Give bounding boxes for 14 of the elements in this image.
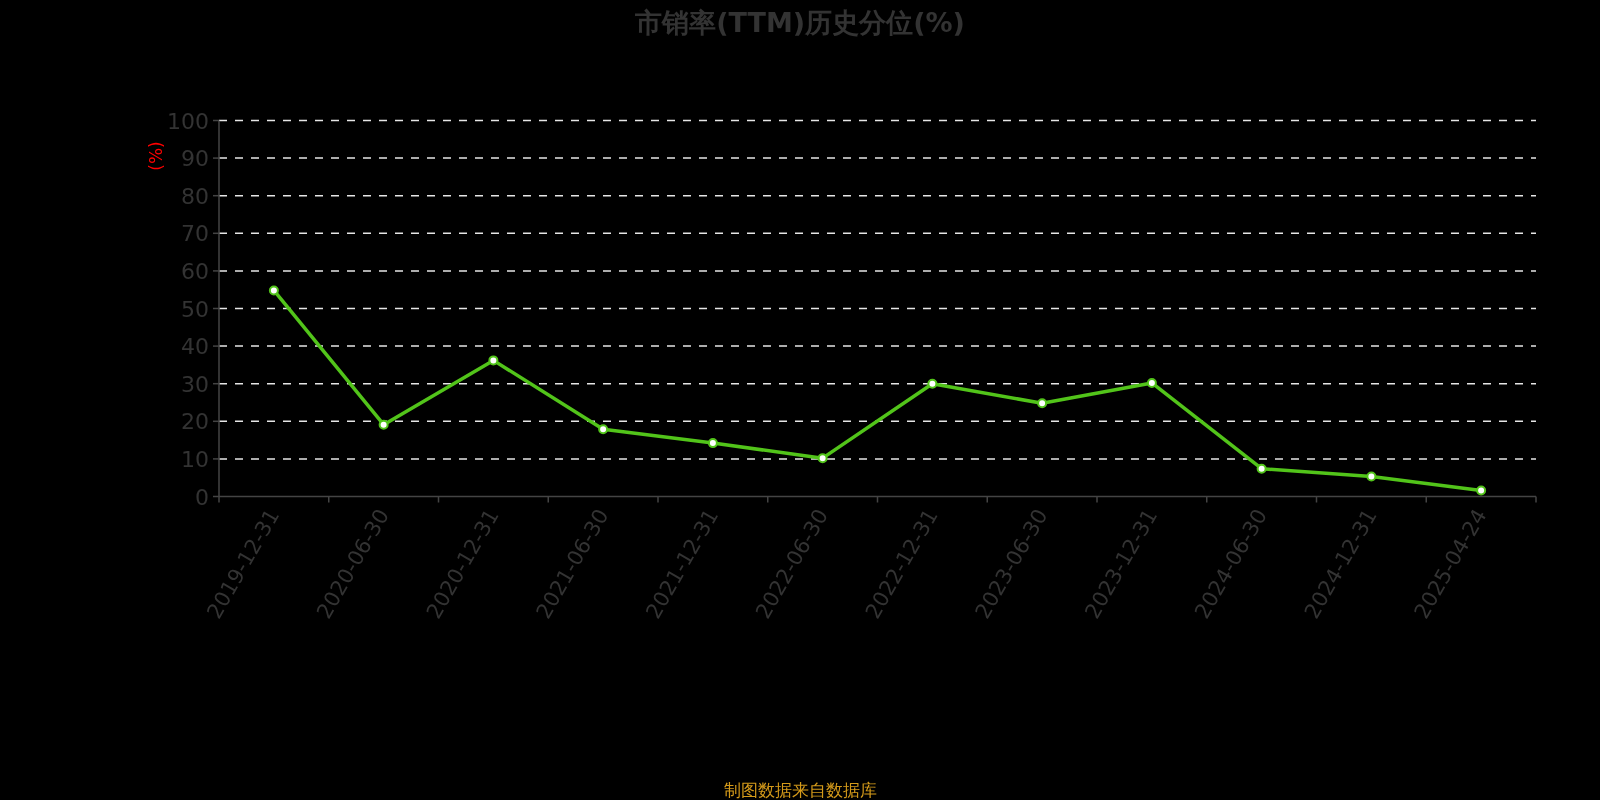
y-axis-title: (%) xyxy=(146,141,166,171)
point xyxy=(1146,377,1157,388)
point xyxy=(1037,398,1048,409)
point xyxy=(378,419,389,430)
point xyxy=(1366,471,1377,482)
point xyxy=(1256,463,1267,474)
point xyxy=(598,424,609,435)
point xyxy=(927,378,938,389)
point xyxy=(268,285,279,296)
point xyxy=(817,453,828,464)
point xyxy=(707,438,718,449)
text: 制图数据来自数据库 xyxy=(723,780,877,800)
point xyxy=(1476,485,1487,496)
point xyxy=(488,355,499,366)
